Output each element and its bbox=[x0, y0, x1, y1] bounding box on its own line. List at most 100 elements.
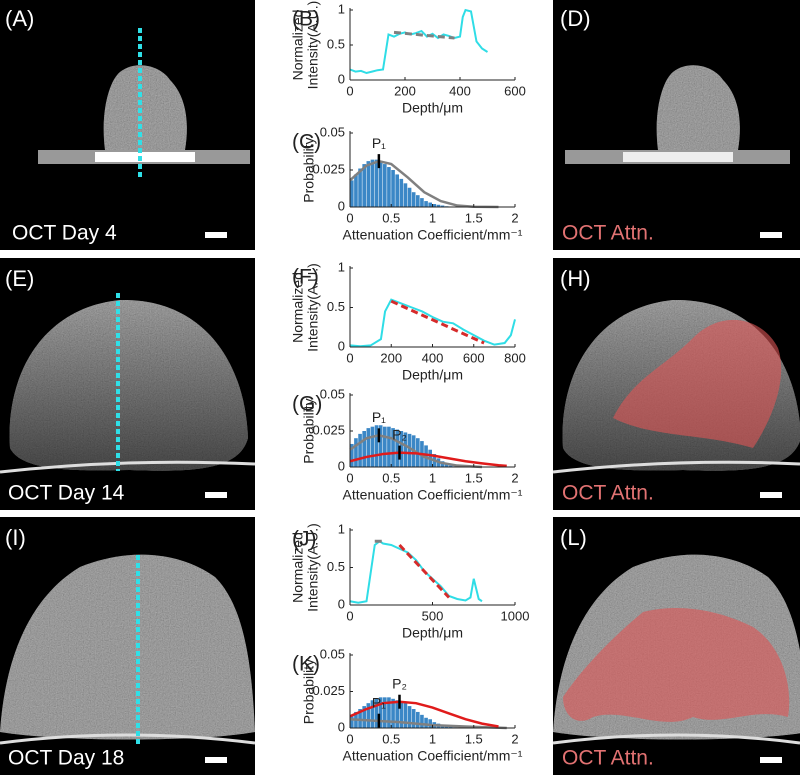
bar bbox=[440, 205, 445, 207]
bar bbox=[383, 164, 387, 207]
y-tick-label: 0 bbox=[338, 596, 345, 611]
bar bbox=[350, 443, 354, 467]
x-axis-label: Depth/μm bbox=[402, 625, 463, 641]
x-tick-label: 0.5 bbox=[382, 470, 400, 485]
bar bbox=[366, 703, 371, 728]
bar bbox=[378, 697, 383, 728]
x-tick-label: 2 bbox=[511, 731, 518, 746]
panel-label: (C) bbox=[292, 131, 321, 154]
bar bbox=[407, 187, 412, 207]
panel-label: (K) bbox=[292, 653, 320, 676]
bar bbox=[416, 711, 420, 728]
bar bbox=[391, 170, 395, 207]
x-tick-label: 2 bbox=[511, 210, 518, 225]
caption: OCT Attn. bbox=[562, 482, 654, 505]
y-axis-label: Normalized bbox=[290, 10, 306, 81]
y-tick-label: 0.025 bbox=[312, 422, 345, 437]
bar bbox=[358, 433, 362, 467]
caption: OCT Day 18 bbox=[8, 747, 124, 770]
caption: OCT Day 14 bbox=[8, 482, 125, 505]
bar bbox=[350, 180, 354, 207]
bar bbox=[370, 426, 375, 467]
x-tick-label: 1 bbox=[429, 470, 436, 485]
panel-label: (J) bbox=[292, 528, 317, 551]
x-axis-label: Attenuation Coefficient/mm⁻¹ bbox=[343, 487, 523, 503]
bar bbox=[358, 168, 362, 207]
bar bbox=[444, 464, 449, 467]
bar bbox=[395, 700, 399, 728]
x-tick-label: 1 bbox=[429, 210, 436, 225]
x-tick-label: 200 bbox=[394, 83, 416, 98]
y-tick-label: 0 bbox=[338, 338, 345, 353]
bar bbox=[366, 428, 371, 467]
x-tick-label: 500 bbox=[422, 608, 444, 623]
bar bbox=[449, 726, 453, 728]
bar bbox=[354, 438, 358, 467]
bar bbox=[428, 202, 432, 207]
bar bbox=[420, 714, 424, 728]
chart: (C) P₁ 0 0.5 1 1.5 2 0 0.025 0.05 Attenuation Coef… bbox=[292, 124, 523, 242]
y-tick-label: 0.05 bbox=[320, 646, 345, 661]
panel-label: (E) bbox=[5, 266, 34, 291]
bar bbox=[432, 204, 437, 207]
y-axis-label: Intensity(A.U.) bbox=[305, 1, 321, 90]
bar bbox=[428, 719, 432, 728]
panel-label: (L) bbox=[560, 525, 587, 550]
y-tick-label: 0.5 bbox=[327, 299, 345, 314]
x-tick-label: 0.5 bbox=[382, 731, 400, 746]
bar bbox=[403, 703, 408, 728]
y-axis-label: Intensity(A.U.) bbox=[305, 263, 321, 352]
oct-image: (A) OCT Day 4 bbox=[0, 0, 255, 250]
bar bbox=[378, 425, 383, 467]
y-tick-label: 0.025 bbox=[312, 161, 345, 176]
bar bbox=[358, 709, 362, 728]
data-line bbox=[349, 159, 499, 209]
data-line bbox=[390, 299, 485, 345]
y-axis-label: Normalized bbox=[290, 272, 306, 343]
bar bbox=[391, 698, 395, 728]
panel-label: (G) bbox=[292, 393, 322, 416]
x-tick-label: 0 bbox=[346, 731, 353, 746]
data-line bbox=[349, 451, 507, 468]
data-line bbox=[349, 540, 483, 604]
panel-label: (B) bbox=[292, 8, 320, 31]
x-tick-label: 0 bbox=[346, 470, 353, 485]
bar bbox=[374, 425, 379, 467]
y-tick-label: 0.05 bbox=[320, 124, 345, 139]
chart: (J) 0 500 1000 0 0.5 1 Depth/μm Normalized Intens… bbox=[290, 521, 530, 640]
bar bbox=[399, 178, 404, 207]
data-line bbox=[398, 543, 451, 599]
bar bbox=[383, 426, 387, 467]
bar bbox=[420, 198, 424, 207]
bar bbox=[395, 429, 399, 467]
x-tick-label: 600 bbox=[463, 350, 485, 365]
bar bbox=[403, 432, 408, 467]
data-line bbox=[349, 8, 489, 75]
panel-label: (H) bbox=[560, 266, 591, 291]
y-axis-label: Intensity(A.U.) bbox=[305, 523, 321, 612]
caption: OCT Attn. bbox=[562, 747, 654, 770]
x-tick-label: 2 bbox=[511, 470, 518, 485]
data-line bbox=[349, 434, 483, 469]
bar bbox=[424, 717, 428, 728]
chart: (G) P₁ P₂ 0 0.5 1 1.5 2 0 0.025 0.05 Attenuation Co… bbox=[292, 386, 523, 502]
x-tick-label: 1 bbox=[429, 731, 436, 746]
x-tick-label: 0 bbox=[346, 210, 353, 225]
chart: (F) 0 200 400 600 800 0 0.5 1 Depth/μm Normalized I… bbox=[290, 259, 526, 382]
bar bbox=[399, 431, 404, 467]
oct-image: (D) OCT Attn. bbox=[553, 0, 800, 250]
x-tick-label: 400 bbox=[422, 350, 444, 365]
annotation: P₁ bbox=[372, 135, 386, 151]
y-tick-label: 0 bbox=[338, 198, 345, 213]
oct-image: (H) OCT Attn. bbox=[552, 258, 800, 510]
panel-label: (I) bbox=[5, 525, 26, 550]
x-tick-label: 600 bbox=[504, 83, 526, 98]
y-axis-label: Normalized bbox=[290, 532, 306, 603]
data-line bbox=[349, 298, 516, 348]
bar bbox=[366, 161, 371, 207]
x-tick-label: 1.5 bbox=[465, 470, 483, 485]
y-tick-label: 0.05 bbox=[320, 386, 345, 401]
oct-image: (I) OCT Day 18 bbox=[0, 517, 256, 775]
annotation: P₂ bbox=[392, 426, 407, 442]
